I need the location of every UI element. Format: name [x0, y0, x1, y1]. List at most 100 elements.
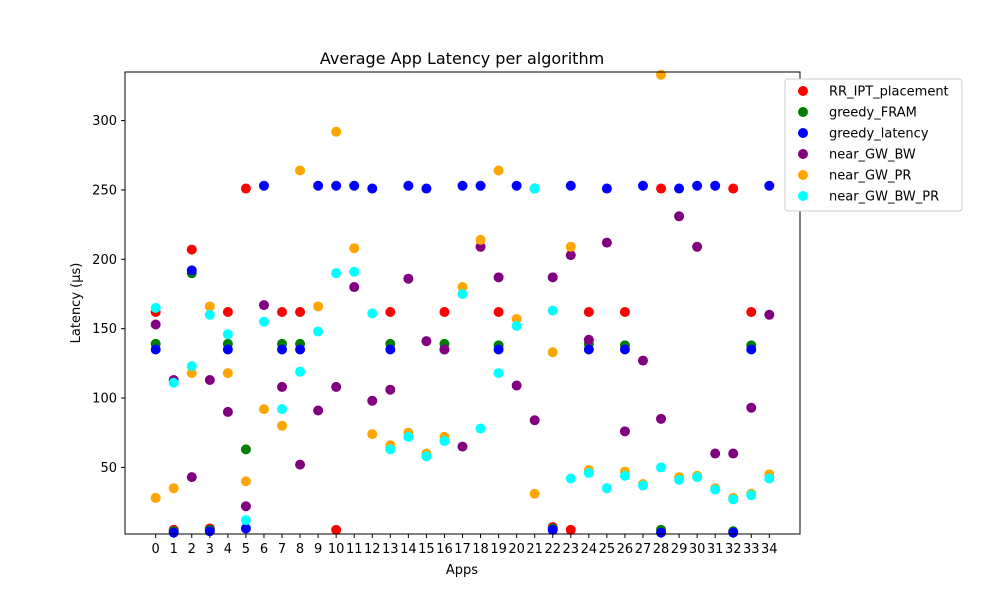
series-near_GW_BW_PR	[150, 183, 775, 526]
data-point	[565, 250, 576, 261]
data-point	[529, 488, 540, 499]
data-point	[295, 165, 306, 176]
x-tick-label: 29	[671, 542, 688, 557]
data-point	[222, 368, 233, 379]
data-point	[493, 368, 504, 379]
x-tick-label: 3	[206, 542, 214, 557]
data-point	[529, 415, 540, 426]
x-tick-label: 22	[544, 542, 561, 557]
data-point	[656, 183, 667, 194]
data-point	[313, 326, 324, 337]
data-point	[385, 384, 396, 395]
x-tick-label: 1	[170, 542, 178, 557]
data-point	[439, 436, 450, 447]
data-point	[475, 241, 486, 252]
data-point	[222, 307, 233, 318]
data-point	[240, 183, 251, 194]
x-tick-label: 33	[743, 542, 760, 557]
data-point	[186, 472, 197, 483]
data-point	[475, 423, 486, 434]
data-point	[367, 183, 378, 194]
data-point	[349, 282, 360, 293]
data-point	[277, 307, 288, 318]
data-point	[222, 344, 233, 355]
data-point	[457, 288, 468, 299]
chart-title: Average App Latency per algorithm	[320, 49, 604, 68]
data-point	[150, 344, 161, 355]
data-point	[511, 180, 522, 191]
data-point	[710, 448, 721, 459]
data-point	[565, 524, 576, 535]
data-point	[277, 420, 288, 431]
data-point	[385, 344, 396, 355]
data-point	[583, 307, 594, 318]
x-tick-label: 25	[599, 542, 616, 557]
x-tick-label: 30	[689, 542, 706, 557]
data-point	[493, 165, 504, 176]
data-point	[240, 476, 251, 487]
data-point	[511, 313, 522, 324]
data-point	[692, 241, 703, 252]
data-point	[475, 180, 486, 191]
x-tick-label: 8	[296, 542, 304, 557]
y-tick-label: 250	[92, 183, 117, 198]
x-tick-label: 4	[224, 542, 232, 557]
x-tick-label: 2	[188, 542, 196, 557]
data-point	[240, 501, 251, 512]
data-point	[583, 344, 594, 355]
data-point	[150, 319, 161, 330]
data-point	[186, 265, 197, 276]
data-point	[656, 462, 667, 473]
series-greedy_latency	[150, 180, 775, 538]
data-point	[547, 524, 558, 535]
data-point	[529, 183, 540, 194]
data-point	[710, 180, 721, 191]
x-tick-label: 12	[364, 542, 381, 557]
x-tick-label: 20	[508, 542, 525, 557]
data-point	[331, 180, 342, 191]
data-point	[637, 355, 648, 366]
data-point	[583, 467, 594, 478]
data-point	[349, 180, 360, 191]
legend-label: RR_IPT_placement	[829, 85, 949, 100]
legend-label: greedy_FRAM	[829, 106, 917, 121]
series-near_GW_PR	[150, 69, 775, 503]
legend-marker	[798, 86, 808, 96]
data-point	[728, 183, 739, 194]
data-point	[240, 444, 251, 455]
data-point	[222, 329, 233, 340]
data-point	[511, 380, 522, 391]
x-tick-label: 9	[314, 542, 322, 557]
data-point	[601, 483, 612, 494]
data-point	[403, 273, 414, 284]
data-point	[619, 426, 630, 437]
data-point	[421, 451, 432, 462]
data-point	[601, 183, 612, 194]
data-point	[637, 180, 648, 191]
x-tick-label: 15	[418, 542, 435, 557]
y-tick-label: 150	[92, 322, 117, 337]
data-point	[511, 320, 522, 331]
data-point	[692, 472, 703, 483]
data-point	[295, 344, 306, 355]
data-point	[493, 272, 504, 283]
data-point	[637, 480, 648, 491]
legend-marker	[798, 149, 808, 159]
data-point	[692, 180, 703, 191]
data-point	[457, 441, 468, 452]
x-axis-label: Apps	[446, 563, 478, 578]
data-point	[421, 336, 432, 347]
series-near_GW_BW	[150, 211, 775, 512]
legend-marker	[798, 191, 808, 201]
data-point	[168, 483, 179, 494]
x-tick-label: 18	[472, 542, 489, 557]
legend-marker	[798, 170, 808, 180]
data-point	[331, 381, 342, 392]
x-tick-label: 34	[761, 542, 778, 557]
data-point	[150, 302, 161, 313]
y-ticks: 50 100 150 200 250 300	[92, 114, 125, 476]
data-point	[547, 305, 558, 316]
data-point	[457, 282, 468, 293]
data-point	[331, 268, 342, 279]
